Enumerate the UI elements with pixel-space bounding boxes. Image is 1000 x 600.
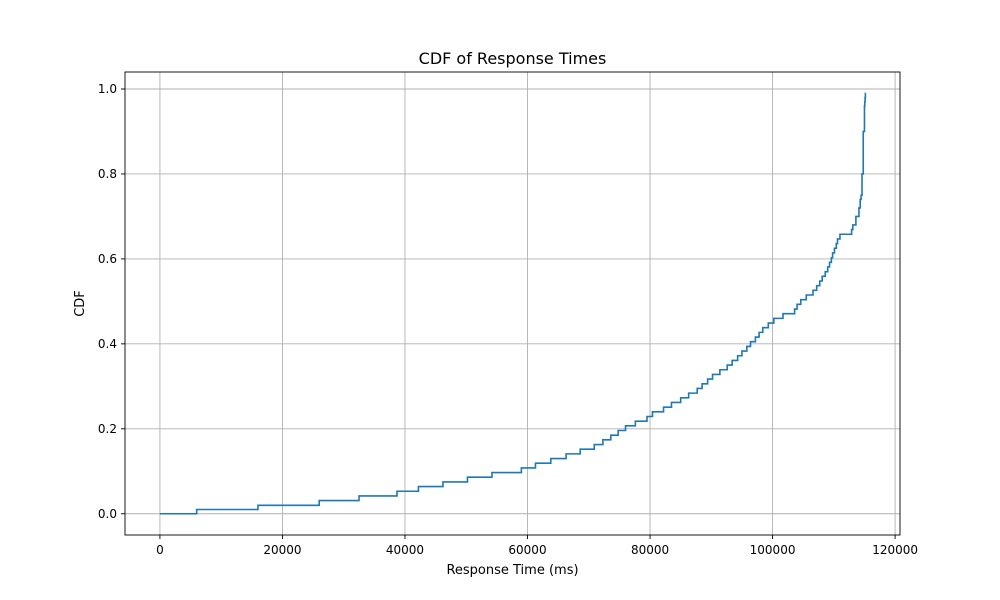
y-tick-label: 0.0 — [98, 507, 117, 521]
y-axis-ticks: 0.0 0.2 0.4 0.6 0.8 1.0 — [98, 82, 125, 521]
cdf-series-line — [159, 92, 867, 515]
y-tick-label: 0.6 — [98, 252, 117, 266]
series-group — [159, 92, 867, 515]
chart-title: CDF of Response Times — [419, 49, 607, 68]
x-tick-label: 40000 — [386, 543, 424, 557]
x-tick-label: 20000 — [263, 543, 301, 557]
plot-area — [125, 72, 900, 535]
y-tick-label: 0.2 — [98, 422, 117, 436]
y-tick-label: 0.4 — [98, 337, 117, 351]
x-tick-label: 80000 — [631, 543, 669, 557]
x-tick-label: 0 — [156, 543, 164, 557]
y-tick-label: 0.8 — [98, 167, 117, 181]
y-tick-label: 1.0 — [98, 82, 117, 96]
grid — [125, 72, 900, 535]
x-tick-label: 100000 — [750, 543, 796, 557]
plot-frame — [124, 71, 901, 536]
x-axis-label: Response Time (ms) — [446, 563, 578, 578]
y-axis-label: CDF — [73, 290, 88, 317]
x-axis-ticks: 0 20000 40000 60000 80000 100000 120000 — [156, 535, 918, 557]
x-tick-label: 60000 — [508, 543, 546, 557]
x-tick-label: 120000 — [872, 543, 918, 557]
